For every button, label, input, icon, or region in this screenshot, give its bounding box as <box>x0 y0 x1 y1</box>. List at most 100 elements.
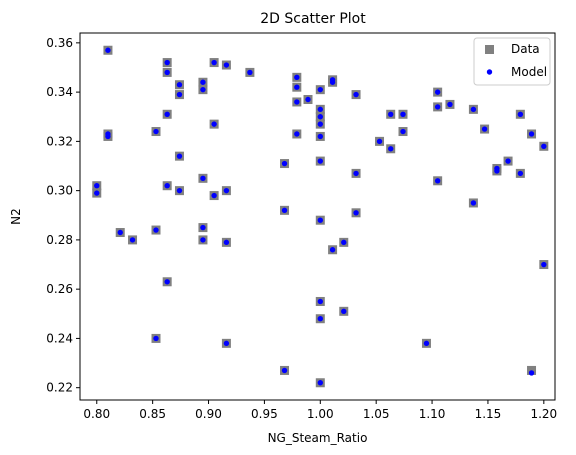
x-tick-label: 1.15 <box>475 407 502 421</box>
model-point <box>353 210 359 216</box>
model-point <box>505 158 511 164</box>
model-point <box>294 74 300 81</box>
model-point <box>94 190 100 196</box>
y-tick-label: 0.28 <box>46 233 73 247</box>
model-point <box>376 138 383 145</box>
model-point <box>105 133 111 140</box>
model-point <box>164 279 170 285</box>
model-point <box>341 239 347 246</box>
model-point <box>176 91 183 98</box>
model-point <box>281 160 288 167</box>
model-point <box>176 187 183 194</box>
legend-marker-model <box>486 69 493 75</box>
model-point <box>153 227 159 233</box>
model-point <box>164 183 170 189</box>
model-point <box>211 192 217 199</box>
x-tick-label: 1.05 <box>363 407 390 421</box>
model-point <box>164 111 170 117</box>
model-point <box>447 101 453 108</box>
y-axis-title: N2 <box>9 208 23 225</box>
model-point <box>294 131 300 137</box>
model-point <box>176 82 183 88</box>
model-point <box>153 128 159 135</box>
model-point <box>541 261 547 268</box>
model-point <box>317 121 323 127</box>
x-tick-label: 1.10 <box>419 407 446 421</box>
model-point <box>200 79 206 85</box>
y-tick-label: 0.34 <box>46 85 73 99</box>
model-point <box>388 111 394 117</box>
x-tick-label: 0.85 <box>139 407 166 421</box>
model-point <box>305 96 311 103</box>
data-series-points <box>92 45 549 388</box>
plot-frame <box>79 32 556 401</box>
model-point <box>281 367 288 374</box>
model-point <box>176 153 183 159</box>
model-point <box>317 158 323 164</box>
y-tick-label: 0.36 <box>46 36 73 50</box>
y-tick-label: 0.26 <box>46 282 73 296</box>
legend: Data Model <box>473 37 551 86</box>
model-series-points <box>94 47 547 386</box>
model-point <box>164 69 170 76</box>
model-point <box>434 104 441 110</box>
y-tick-label: 0.22 <box>46 381 73 395</box>
model-point <box>153 335 159 342</box>
model-point <box>200 224 206 231</box>
model-point <box>317 114 323 120</box>
model-point <box>223 340 230 347</box>
x-tick-label: 0.90 <box>195 407 222 421</box>
model-point <box>294 99 300 105</box>
model-point <box>164 59 170 66</box>
y-tick-label: 0.30 <box>46 184 73 198</box>
model-point <box>200 86 206 93</box>
model-point <box>528 131 535 137</box>
y-tick-label: 0.32 <box>46 134 73 148</box>
model-point <box>528 370 535 376</box>
model-point <box>341 308 347 315</box>
model-point <box>400 128 406 135</box>
x-axis-title: NG_Steam_Ratio <box>268 431 368 445</box>
model-point <box>434 89 441 95</box>
model-point <box>317 217 323 223</box>
model-point <box>517 111 524 117</box>
model-point <box>117 229 123 236</box>
model-point <box>517 170 524 177</box>
model-point <box>329 79 336 85</box>
model-point <box>281 207 288 214</box>
model-point <box>317 133 323 140</box>
chart-title: 2D Scatter Plot <box>260 11 366 27</box>
model-point <box>294 84 300 90</box>
model-point <box>94 183 100 189</box>
model-point <box>317 106 323 113</box>
legend-label-model: Model <box>511 65 547 79</box>
model-point <box>223 239 230 246</box>
model-point <box>400 111 406 117</box>
x-axis: 0.80 0.85 0.90 0.95 1.00 1.05 1.10 1.15 1.20 <box>83 400 557 421</box>
x-tick-label: 1.20 <box>530 407 557 421</box>
model-point <box>247 69 253 76</box>
model-point <box>211 121 217 127</box>
model-point <box>317 86 323 93</box>
legend-marker-data <box>485 45 494 54</box>
model-point <box>317 316 323 322</box>
model-point <box>223 62 230 68</box>
legend-label-data: Data <box>511 42 540 56</box>
model-point <box>200 175 206 182</box>
model-point <box>105 47 111 53</box>
plot-area: 0.80 0.85 0.90 0.95 1.00 1.05 1.10 1.15 1.20 0.2… <box>46 32 557 421</box>
model-point <box>223 187 230 194</box>
model-point <box>470 106 477 113</box>
x-tick-label: 0.80 <box>83 407 110 421</box>
x-tick-label: 0.95 <box>251 407 278 421</box>
model-point <box>317 298 323 305</box>
model-point <box>353 170 359 177</box>
model-point <box>211 59 217 66</box>
model-point <box>129 237 136 243</box>
y-axis: 0.22 0.24 0.26 0.28 0.30 0.32 0.34 0.36 <box>46 36 80 395</box>
model-point <box>494 168 500 174</box>
y-tick-label: 0.24 <box>46 331 73 345</box>
model-point <box>481 126 488 132</box>
model-point <box>329 247 336 253</box>
